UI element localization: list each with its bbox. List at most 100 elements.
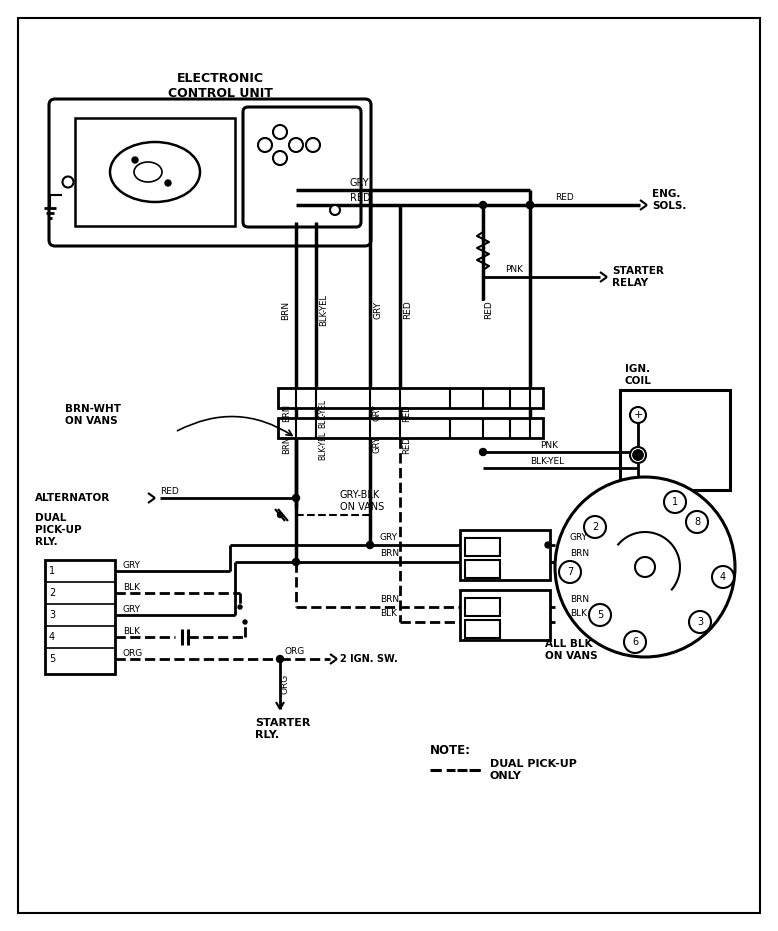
Bar [278, 418, 543, 438]
Ellipse shape [134, 162, 162, 182]
Text: 5: 5 [597, 610, 603, 620]
Circle shape [366, 542, 373, 548]
Circle shape [555, 477, 735, 657]
Circle shape [584, 516, 606, 538]
Text: ORG: ORG [281, 674, 289, 695]
Text: BRN: BRN [282, 436, 292, 454]
Circle shape [293, 494, 300, 502]
Circle shape [527, 201, 534, 209]
FancyBboxPatch shape [243, 107, 361, 227]
Circle shape [633, 450, 643, 460]
Text: GRY: GRY [350, 178, 370, 188]
Circle shape [664, 491, 686, 513]
Circle shape [624, 631, 646, 653]
Circle shape [686, 511, 708, 533]
Text: BLK: BLK [380, 610, 397, 618]
Text: RED: RED [350, 193, 370, 203]
Text: RED: RED [555, 193, 573, 201]
Text: GRY: GRY [570, 533, 588, 542]
Text: NOTE:: NOTE: [430, 744, 471, 757]
Bar [620, 390, 730, 490]
Text: GRY: GRY [123, 605, 141, 614]
Bar [465, 620, 500, 638]
Text: ENG.
SOLS.: ENG. SOLS. [652, 189, 686, 210]
Circle shape [289, 138, 303, 152]
Text: BLK-YEL: BLK-YEL [318, 430, 328, 460]
Circle shape [165, 180, 171, 186]
Text: STARTER
RLY.: STARTER RLY. [255, 718, 310, 740]
Circle shape [293, 559, 300, 565]
Text: 2: 2 [592, 522, 598, 532]
Circle shape [689, 611, 711, 633]
Text: BLK-YEL: BLK-YEL [530, 456, 564, 466]
Text: ALTERNATOR: ALTERNATOR [35, 493, 110, 503]
Text: BRN: BRN [570, 595, 589, 603]
Text: BRN: BRN [282, 301, 290, 319]
Text: ALL BLK
ON VANS: ALL BLK ON VANS [545, 640, 598, 661]
Text: +: + [634, 410, 643, 420]
Circle shape [479, 449, 486, 455]
Text: 1: 1 [49, 566, 55, 576]
Text: 4: 4 [49, 632, 55, 642]
Text: PNK: PNK [505, 265, 523, 275]
Text: BRN: BRN [380, 595, 399, 603]
Text: BRN: BRN [570, 549, 589, 559]
Circle shape [132, 157, 138, 163]
Circle shape [712, 566, 734, 588]
Text: RED: RED [485, 301, 493, 319]
Circle shape [589, 604, 611, 626]
Text: 2: 2 [49, 588, 55, 598]
Bar [465, 560, 500, 578]
Text: BLK: BLK [123, 627, 140, 637]
Circle shape [635, 557, 655, 577]
Text: ORG: ORG [123, 650, 143, 658]
Circle shape [545, 542, 551, 548]
Text: GRY-BLK
ON VANS: GRY-BLK ON VANS [340, 491, 384, 512]
Text: IGN.
COIL: IGN. COIL [625, 364, 652, 385]
Text: BRN-WHT
ON VANS: BRN-WHT ON VANS [65, 404, 121, 425]
Text: 8: 8 [694, 517, 700, 527]
Text: GRY: GRY [373, 405, 381, 422]
Circle shape [276, 655, 283, 663]
Text: 3: 3 [49, 610, 55, 620]
Bar [45, 560, 115, 674]
Circle shape [633, 450, 643, 460]
Text: BLK-YEL: BLK-YEL [320, 294, 328, 326]
Text: GRY: GRY [373, 437, 381, 453]
Text: 2 IGN. SW.: 2 IGN. SW. [340, 654, 398, 664]
Bar [465, 538, 500, 556]
Bar [460, 530, 550, 580]
Circle shape [258, 138, 272, 152]
Circle shape [306, 138, 320, 152]
Text: BRN: BRN [282, 404, 292, 422]
Text: PNK: PNK [540, 440, 558, 450]
Text: GRY: GRY [123, 561, 141, 571]
Circle shape [527, 201, 534, 209]
Circle shape [273, 151, 287, 165]
Circle shape [630, 407, 646, 423]
Circle shape [479, 201, 486, 209]
Circle shape [243, 620, 247, 624]
Text: 7: 7 [567, 567, 573, 577]
Circle shape [238, 605, 242, 609]
Bar [278, 388, 543, 408]
Circle shape [278, 512, 282, 518]
Text: DUAL
PICK-UP
RLY.: DUAL PICK-UP RLY. [35, 513, 82, 546]
Text: 6: 6 [632, 637, 638, 647]
Circle shape [273, 125, 287, 139]
Circle shape [330, 205, 340, 215]
Text: 4: 4 [720, 572, 726, 582]
Bar [465, 598, 500, 616]
Text: RED: RED [402, 404, 412, 422]
Text: DUAL PICK-UP
ONLY: DUAL PICK-UP ONLY [490, 759, 576, 781]
Text: BRN: BRN [380, 549, 399, 559]
Text: RED: RED [404, 301, 412, 319]
Text: BLK-YEL: BLK-YEL [318, 398, 328, 427]
Text: BLK: BLK [570, 610, 587, 618]
Text: RED: RED [402, 437, 412, 453]
Circle shape [62, 177, 73, 187]
Ellipse shape [110, 142, 200, 202]
Text: ORG: ORG [285, 646, 305, 655]
Bar [75, 118, 235, 226]
Text: GRY: GRY [373, 301, 383, 319]
